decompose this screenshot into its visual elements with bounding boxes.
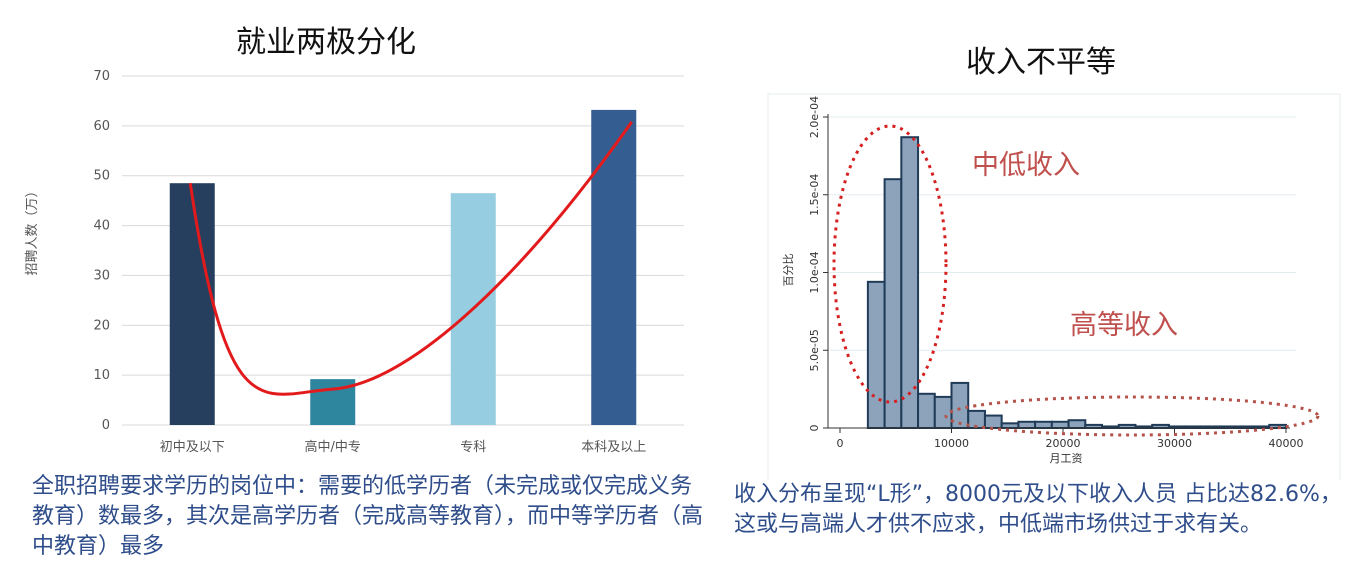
right-x-tick: 40000	[1269, 437, 1304, 450]
right-x-axis-label: 月工资	[1050, 452, 1083, 465]
right-y-axis-label: 百分比	[782, 254, 795, 287]
histogram-bar	[933, 395, 953, 429]
histogram-bar	[883, 178, 903, 429]
right-chart-title: 收入不平等	[966, 45, 1116, 80]
high-income-highlight	[944, 395, 1320, 437]
right-histogram: 0 5.0e-05 1.0e-04 1.5e-04 2.0e-04 0 10000 2000…	[767, 93, 1341, 480]
left-y-tick: 30	[93, 268, 110, 283]
right-y-tick: 1.0e-04	[808, 251, 821, 293]
right-y-tick: 0	[808, 425, 821, 432]
histogram-bar	[983, 414, 1003, 429]
high-income-annotation: 高等收入	[1070, 310, 1178, 341]
histogram-bar	[866, 280, 886, 429]
low-income-highlight	[832, 124, 948, 404]
right-x-tick: 20000	[1046, 437, 1081, 450]
left-y-tick-labels: 0 10 20 30 40 50 60 70	[93, 69, 110, 433]
left-x-tick: 初中及以下	[160, 440, 225, 455]
right-y-tick-labels: 0 5.0e-05 1.0e-04 1.5e-04 2.0e-04	[808, 96, 828, 432]
right-x-tick: 10000	[934, 437, 969, 450]
right-x-tick: 30000	[1157, 437, 1192, 450]
histogram-bar	[1067, 419, 1087, 430]
plot-frame	[767, 93, 1341, 480]
right-y-tick: 1.5e-04	[808, 174, 821, 216]
right-y-tick: 5.0e-05	[808, 329, 821, 371]
left-bar	[169, 183, 215, 425]
histogram-bar	[1000, 422, 1020, 429]
right-x-tick: 0	[837, 437, 844, 450]
histogram-bars	[866, 136, 1288, 430]
histogram-bar	[950, 381, 970, 429]
left-bar-chart: 就业两极分化 0 10 20 30 40 50 60 70 初中及以下 高中/中专 专科 本科及以上…	[25, 25, 684, 455]
left-bar	[591, 109, 637, 425]
left-y-tick: 50	[93, 169, 110, 184]
histogram-bar	[900, 136, 920, 429]
trend-curve	[188, 121, 633, 396]
left-y-tick: 70	[93, 69, 110, 84]
histogram-bar	[917, 392, 936, 430]
left-y-tick: 40	[93, 219, 110, 234]
left-gridlines	[122, 75, 684, 426]
left-caption: 全职招聘要求学历的岗位中：需要的低学历者（未完成或仅完成义务教育）数最多，其次是…	[32, 474, 704, 559]
left-x-tick: 专科	[460, 440, 486, 455]
left-y-axis-label: 招聘人数（万）	[25, 184, 40, 275]
left-y-tick: 0	[102, 418, 110, 433]
right-caption: 收入分布呈现“L形”，8000元及以下收入人员 占比达82.6%，这或与高端人才…	[734, 482, 1342, 537]
low-income-annotation: 中低收入	[972, 150, 1080, 181]
histogram-bar	[1017, 420, 1037, 429]
right-y-tick: 2.0e-04	[808, 96, 821, 138]
right-x-tick-labels: 0 10000 20000 30000 40000	[837, 428, 1304, 450]
left-x-tick-labels: 初中及以下 高中/中专 专科 本科及以上	[160, 439, 647, 455]
histogram-bar	[1034, 420, 1053, 429]
left-y-tick: 60	[93, 119, 110, 134]
histogram-bar	[1050, 420, 1070, 429]
left-bars	[169, 109, 637, 425]
left-x-tick: 高中/中专	[305, 439, 361, 455]
left-x-tick: 本科及以上	[581, 440, 646, 455]
left-chart-title: 就业两极分化	[236, 25, 416, 60]
left-y-tick: 10	[93, 368, 110, 383]
left-y-tick: 20	[93, 318, 110, 333]
